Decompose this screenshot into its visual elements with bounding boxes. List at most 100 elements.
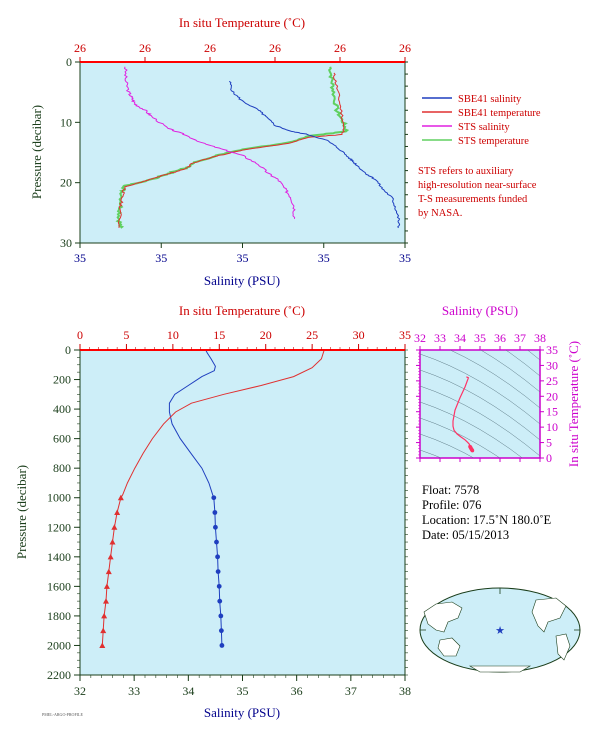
australia-landmass: [437, 637, 461, 657]
asia-landmass: [423, 601, 463, 633]
main-x-tick-label: 33: [128, 684, 140, 698]
info-location: Location: 17.5˚N 180.0˚E: [422, 513, 552, 527]
ts-y-tick-label: 30: [546, 358, 558, 372]
ts-contour-line: [420, 385, 540, 457]
top-x-tick-label: 35: [74, 251, 86, 265]
top-note: STS refers to auxiliary high-resolution n…: [418, 166, 537, 219]
main-temperature-point: [103, 583, 110, 589]
top-temp-tick-label: 26: [269, 41, 281, 55]
main-temperature-point: [100, 627, 107, 634]
antarctica-landmass: [468, 665, 532, 673]
ts-title: Salinity (PSU): [442, 303, 518, 318]
main-salinity-point: [215, 569, 221, 574]
ts-y-tick-label: 5: [546, 436, 552, 450]
ts-x-tick-label: 37: [514, 331, 526, 345]
ts-x-tick-label: 38: [534, 331, 546, 345]
top-sbe41-salinity-line: [228, 80, 401, 229]
note-line: T-S measurements funded: [418, 194, 528, 205]
ts-y-tick-label: 20: [546, 389, 558, 403]
main-temp-tick-label: 35: [399, 328, 411, 342]
top-temp-tick-label: 26: [74, 41, 86, 55]
top-sts-salinity-line: [123, 66, 296, 219]
top-series-group: [115, 66, 401, 229]
main-y-tick-label: 1000: [47, 491, 71, 505]
ts-contour-line: [420, 369, 540, 441]
main-salinity-point: [218, 613, 224, 619]
top-y-tick-label: 0: [66, 55, 72, 69]
main-salinity-point: [213, 524, 218, 530]
main-y-tick-label: 2000: [47, 638, 71, 652]
main-temp-tick-label: 5: [123, 328, 129, 342]
main-xlabel: Salinity (PSU): [204, 705, 280, 720]
top-ylabel: Pressure (decibar): [29, 105, 44, 199]
main-chart: 32 33 34 35 36 37 38 0 5 10 15 20 25 30 35 0 200 400 600 80…: [14, 303, 411, 720]
ts-y-tick-label: 15: [546, 405, 558, 419]
ts-contour-line: [420, 449, 442, 458]
main-temp-tick-label: 0: [77, 328, 83, 342]
ts-x-tick-label: 35: [474, 331, 486, 345]
main-salinity-point: [219, 643, 225, 648]
top-x-tick-label: 35: [399, 251, 411, 265]
top-title: In situ Temperature (˚C): [179, 15, 305, 30]
main-x-tick-label: 34: [182, 684, 194, 698]
main-temp-tick-label: 30: [353, 328, 365, 342]
top-temp-tick-label: 26: [399, 41, 411, 55]
ts-contour-line: [420, 353, 540, 425]
ts-contour-line: [449, 350, 540, 409]
map-frame-ticks: [420, 588, 580, 631]
main-x-tick-label: 32: [74, 684, 86, 698]
legend-label: STS temperature: [458, 136, 529, 147]
main-y-tick-label: 400: [53, 402, 71, 416]
ts-x-tick-label: 36: [494, 331, 506, 345]
top-x-tick-label: 35: [318, 251, 330, 265]
main-y-tick-label: 0: [65, 343, 71, 357]
north-america-landmass: [531, 597, 567, 633]
note-line: STS refers to auxiliary: [418, 166, 514, 177]
ts-point: [470, 448, 475, 453]
info-date: Date: 05/15/2013: [422, 528, 509, 542]
top-temp-tick-label: 26: [204, 41, 216, 55]
main-y-tick-label: 1200: [47, 520, 71, 534]
main-temp-tick-label: 20: [260, 328, 272, 342]
ts-contour-line: [420, 433, 475, 458]
ts-y-tick-label: 25: [546, 374, 558, 388]
ts-ylabel: In situ Temperature (˚C): [566, 341, 581, 467]
top-sbe41-temperature-line: [117, 72, 345, 228]
main-x-tick-label: 37: [345, 684, 357, 698]
ts-contour-line: [480, 350, 540, 393]
float-info: Float: 7578 Profile: 076 Location: 17.5˚…: [422, 483, 552, 542]
ts-y-tick-label: 0: [546, 451, 552, 465]
ts-y-tick-label: 35: [546, 343, 558, 357]
main-ticks-group: 32 33 34 35 36 37 38 0 5 10 15 20 25 30 35 0 200 400 600 80…: [47, 328, 411, 698]
ts-series-group: [452, 376, 475, 453]
main-temperature-point: [117, 494, 124, 501]
info-profile: Profile: 076: [422, 498, 481, 512]
note-line: high-resolution near-surface: [418, 180, 537, 191]
main-y-tick-label: 600: [53, 432, 71, 446]
top-y-tick-label: 20: [60, 176, 72, 190]
main-temp-tick-label: 15: [213, 328, 225, 342]
main-y-tick-label: 1400: [47, 550, 71, 564]
ts-contour-line: [505, 350, 540, 377]
main-salinity-point: [211, 495, 217, 501]
top-y-tick-label: 30: [60, 236, 72, 250]
main-temp-tick-label: 25: [306, 328, 318, 342]
legend-label: STS salinity: [458, 122, 510, 133]
main-temperature-point: [103, 598, 109, 604]
main-temp-tick-label: 10: [167, 328, 179, 342]
main-temperature-point: [101, 612, 108, 619]
ts-x-tick-label: 34: [454, 331, 466, 345]
main-y-tick-label: 800: [53, 461, 71, 475]
main-y-tick-label: 1800: [47, 609, 71, 623]
main-y-tick-label: 1600: [47, 579, 71, 593]
main-salinity-point: [215, 554, 220, 560]
main-ylabel: Pressure (decibar): [14, 465, 29, 559]
info-float: Float: 7578: [422, 483, 479, 497]
main-temperature-point: [107, 553, 114, 560]
legend-label: SBE41 temperature: [458, 108, 541, 119]
top-x-tick-label: 35: [155, 251, 167, 265]
main-temperature-point: [111, 524, 118, 530]
